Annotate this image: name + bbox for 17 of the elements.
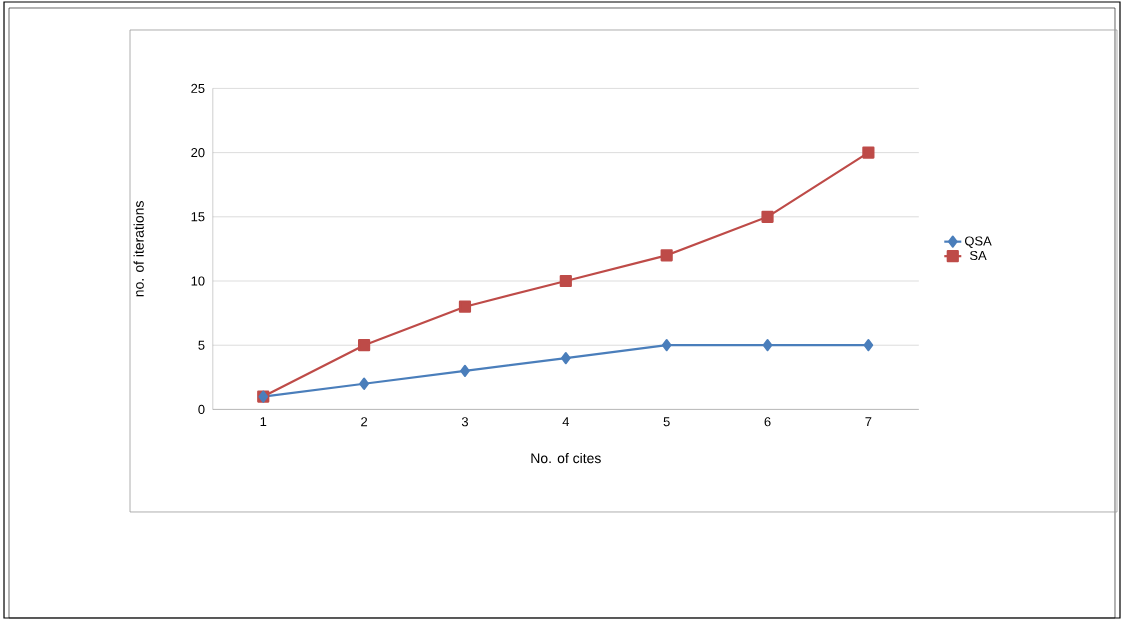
y-tick-label: 10 [191,276,205,286]
legend-label: SA [970,250,987,261]
y-axis-title: no. of iterations [133,201,144,297]
x-tick-label: 6 [764,417,771,427]
y-tick-label: 0 [198,404,205,414]
x-tick-label: 1 [260,417,267,427]
y-tick-label: 15 [191,212,205,222]
x-tick-label: 2 [361,417,368,427]
x-axis-title: No. of cites [531,452,601,464]
x-tick-label: 3 [461,417,468,427]
y-tick-label: 25 [191,83,205,93]
y-tick-label: 5 [198,340,205,350]
y-tick-label: 20 [191,148,205,158]
legend-label: QSA [964,236,992,248]
x-tick-label: 7 [865,417,872,427]
x-tick-label: 5 [663,417,670,427]
x-tick-label: 4 [562,417,570,427]
